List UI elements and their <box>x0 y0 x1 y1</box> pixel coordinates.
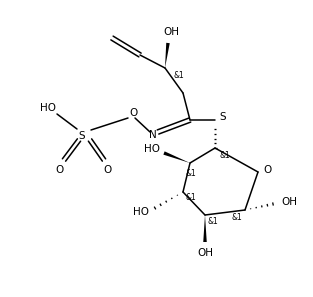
Text: HO: HO <box>40 103 56 113</box>
Text: OH: OH <box>197 248 213 258</box>
Polygon shape <box>163 151 190 163</box>
Text: OH: OH <box>163 27 179 37</box>
Text: O: O <box>104 165 112 175</box>
Text: N: N <box>149 130 157 140</box>
Text: O: O <box>56 165 64 175</box>
Text: S: S <box>79 131 85 141</box>
Text: O: O <box>130 108 138 118</box>
Text: &1: &1 <box>185 168 196 178</box>
Text: S: S <box>220 112 226 122</box>
Polygon shape <box>203 215 207 242</box>
Text: &1: &1 <box>220 151 231 160</box>
Text: &1: &1 <box>231 214 242 222</box>
Text: OH: OH <box>281 197 297 207</box>
Text: O: O <box>263 165 271 175</box>
Text: HO: HO <box>133 207 149 217</box>
Polygon shape <box>165 43 170 68</box>
Text: &1: &1 <box>185 192 196 201</box>
Text: &1: &1 <box>173 72 184 80</box>
Text: HO: HO <box>144 144 160 154</box>
Text: &1: &1 <box>208 217 219 225</box>
